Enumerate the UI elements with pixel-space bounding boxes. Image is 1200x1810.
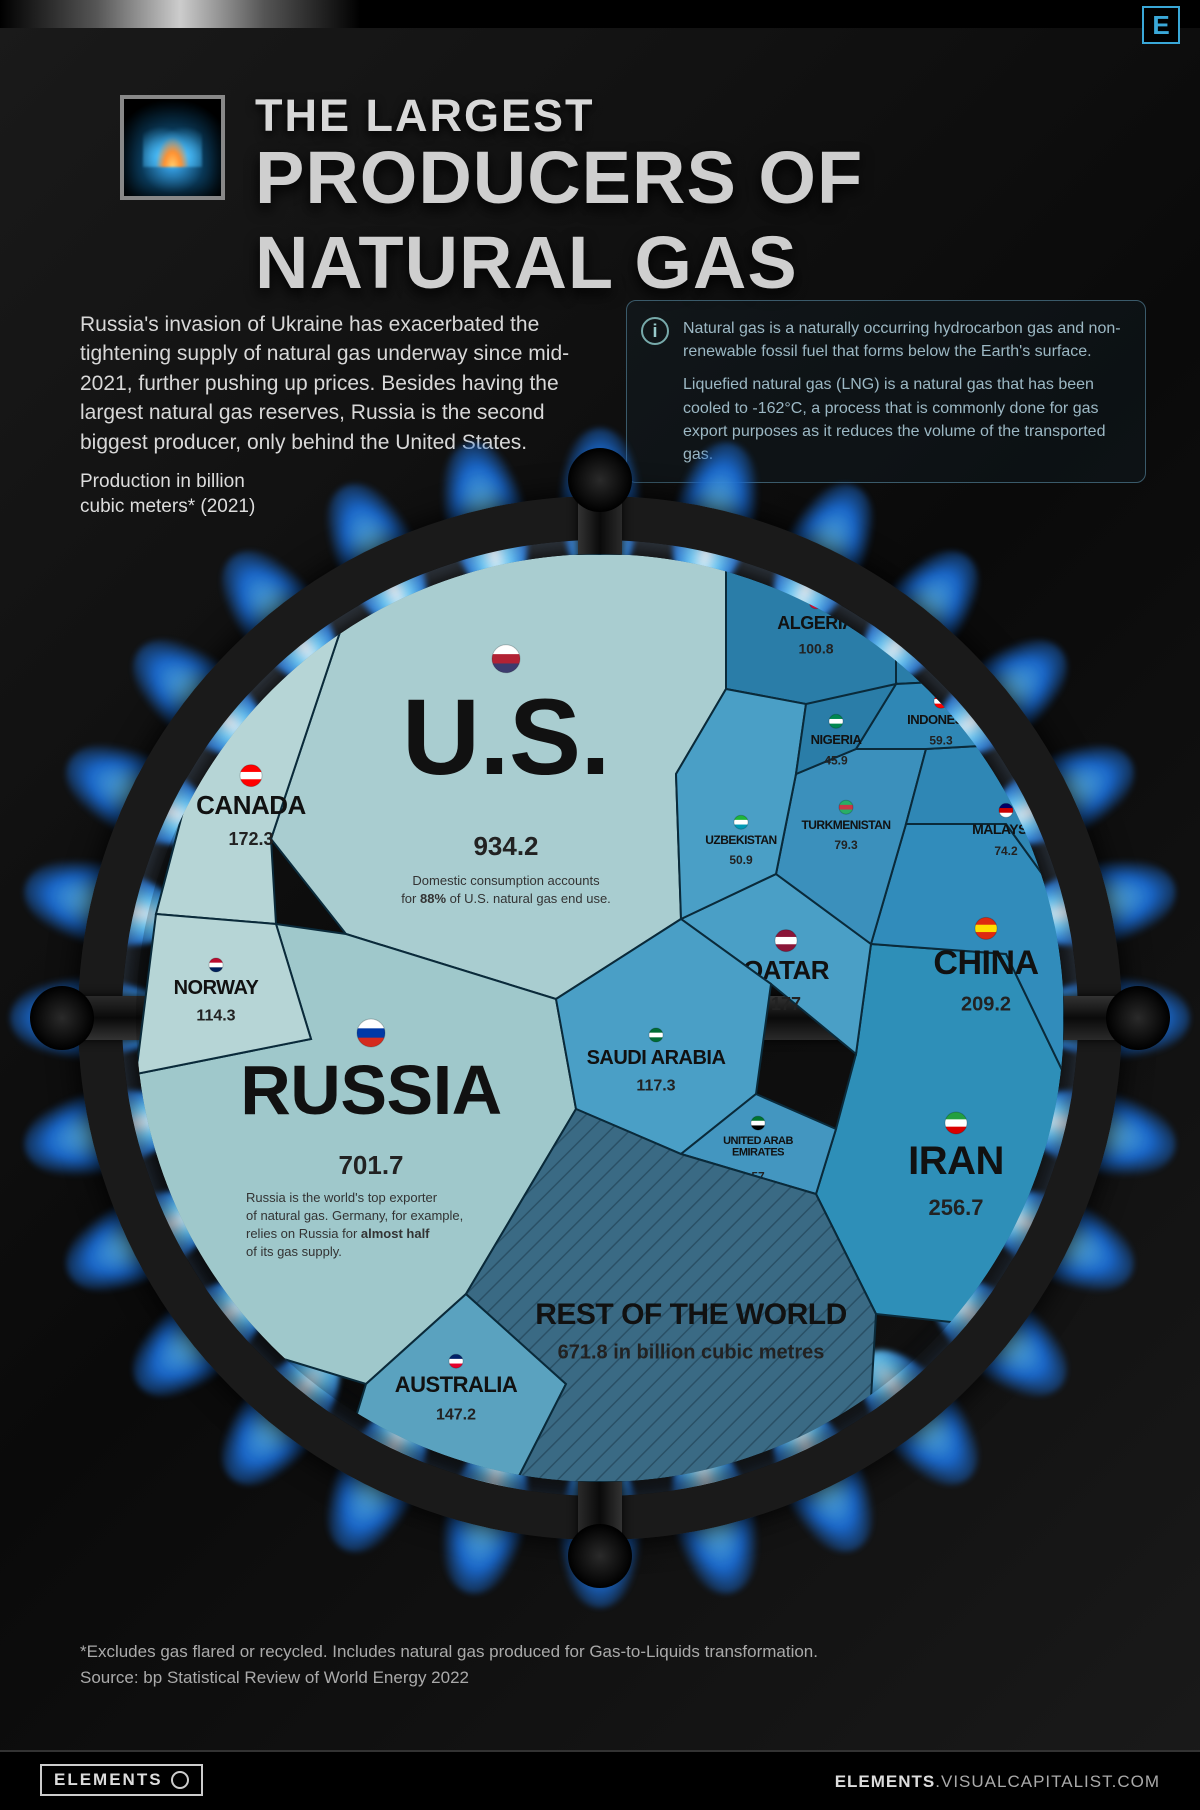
svg-text:177: 177 (771, 994, 801, 1014)
svg-text:UZBEKISTAN: UZBEKISTAN (705, 833, 776, 847)
footer-brand-icon (171, 1771, 189, 1789)
svg-text:of natural gas. Germany, for e: of natural gas. Germany, for example, (246, 1208, 463, 1223)
intro-paragraph: Russia's invasion of Ukraine has exacerb… (80, 310, 580, 457)
svg-text:UNITED ARAB: UNITED ARAB (723, 1135, 793, 1147)
svg-text:relies on Russia for almost ha: relies on Russia for almost half (246, 1226, 430, 1241)
svg-text:172.3: 172.3 (228, 829, 273, 849)
svg-text:EMIRATES: EMIRATES (732, 1147, 784, 1159)
footnote: *Excludes gas flared or recycled. Includ… (80, 1639, 818, 1690)
svg-text:NIGERIA: NIGERIA (811, 732, 863, 747)
svg-text:Russia is the world's top expo: Russia is the world's top exporter (246, 1190, 438, 1205)
footer-url-bold: ELEMENTS (835, 1772, 936, 1791)
svg-text:117.3: 117.3 (636, 1078, 675, 1095)
voronoi-svg: U.S. 934.2 Domestic consumption accounts fo… (136, 554, 1064, 1482)
svg-text:for 88% of U.S. natural gas en: for 88% of U.S. natural gas end use. (401, 891, 611, 906)
footer-brand-text: ELEMENTS (54, 1770, 163, 1790)
svg-text:AUSTRALIA: AUSTRALIA (395, 1372, 518, 1397)
title-flame-icon (120, 95, 225, 200)
svg-text:NORWAY: NORWAY (174, 977, 260, 999)
svg-text:59.3: 59.3 (929, 733, 953, 747)
svg-text:701.7: 701.7 (338, 1150, 403, 1180)
svg-text:671.8 in billion cubic metres: 671.8 in billion cubic metres (558, 1342, 825, 1364)
svg-text:45.9: 45.9 (824, 753, 848, 767)
voronoi-container: U.S. 934.2 Domestic consumption accounts fo… (136, 554, 1064, 1482)
info-p2: Liquefied natural gas (LNG) is a natural… (683, 373, 1127, 466)
title-main: PRODUCERS OF NATURAL GAS (255, 135, 1200, 305)
svg-text:100.8: 100.8 (798, 640, 833, 656)
brand-corner-badge: E (1142, 6, 1180, 44)
svg-text:74.2: 74.2 (994, 844, 1018, 858)
svg-text:50.9: 50.9 (729, 853, 753, 867)
info-p1: Natural gas is a naturally occurring hyd… (683, 317, 1127, 363)
info-icon: i (641, 317, 669, 345)
svg-text:209.2: 209.2 (961, 994, 1011, 1016)
svg-text:SAUDI ARABIA: SAUDI ARABIA (587, 1047, 726, 1069)
svg-text:147.2: 147.2 (436, 1407, 476, 1424)
svg-text:U.S.: U.S. (402, 676, 610, 797)
footer-url-rest: .VISUALCAPITALIST.COM (935, 1772, 1160, 1791)
svg-text:REST OF THE WORLD: REST OF THE WORLD (535, 1298, 846, 1331)
svg-text:256.7: 256.7 (928, 1195, 983, 1220)
footer-url: ELEMENTS.VISUALCAPITALIST.COM (835, 1772, 1160, 1792)
svg-text:of its gas supply.: of its gas supply. (246, 1244, 342, 1259)
svg-text:Domestic consumption accounts: Domestic consumption accounts (412, 873, 600, 888)
svg-text:CHINA: CHINA (933, 944, 1038, 982)
svg-text:114.3: 114.3 (196, 1008, 235, 1025)
svg-text:79.3: 79.3 (834, 838, 858, 852)
svg-text:TURKMENISTAN: TURKMENISTAN (801, 818, 890, 832)
svg-text:RUSSIA: RUSSIA (240, 1051, 501, 1129)
footer-brand-left: ELEMENTS (40, 1764, 203, 1796)
burner-chart: U.S. 934.2 Domestic consumption accounts fo… (78, 496, 1122, 1540)
footer-bar: ELEMENTS ELEMENTS.VISUALCAPITALIST.COM (0, 1750, 1200, 1810)
svg-text:934.2: 934.2 (473, 831, 538, 861)
svg-text:CANADA: CANADA (196, 790, 306, 820)
top-gradient-bar (0, 0, 1200, 28)
svg-text:IRAN: IRAN (908, 1139, 1004, 1183)
